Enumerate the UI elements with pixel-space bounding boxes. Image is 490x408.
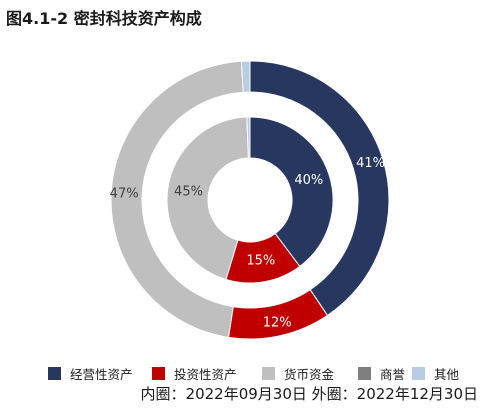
slice-outer-1	[227, 288, 329, 340]
slice-label-inner-0: 40%	[294, 173, 323, 188]
legend-swatch	[358, 366, 371, 380]
slice-label-inner-1: 15%	[246, 254, 275, 269]
legend-label: 经营性资产	[70, 366, 133, 382]
slice-inner-4	[246, 116, 251, 159]
slice-label-outer-2: 47%	[110, 187, 139, 202]
legend-label: 其他	[434, 366, 460, 382]
slice-outer-2	[110, 60, 244, 338]
footnote: 内圈：2022年09月30日 外圈：2022年12月30日	[140, 385, 478, 403]
legend-item-2: 货币资金	[262, 364, 334, 382]
legend-item-3: 商誉	[358, 364, 405, 382]
legend-swatch	[152, 366, 165, 380]
slice-label-outer-0: 41%	[356, 156, 385, 171]
legend-item-0: 经营性资产	[48, 364, 133, 382]
slice-outer-4	[240, 60, 251, 93]
slice-outer-0	[249, 60, 390, 317]
legend-swatch	[412, 366, 425, 380]
legend-label: 投资性资产	[174, 366, 237, 382]
legend-swatch	[262, 366, 275, 380]
slice-label-outer-1: 12%	[263, 316, 292, 331]
chart-title: 图4.1-2 密封科技资产构成	[6, 9, 202, 28]
slice-inner-2	[166, 116, 249, 281]
legend-item-1: 投资性资产	[152, 364, 237, 382]
donut-chart: 40% 15% 45% 41% 12% 47%	[110, 60, 390, 340]
legend: 经营性资产 投资性资产 货币资金 商誉 其他	[0, 364, 490, 382]
legend-label: 商誉	[380, 366, 406, 382]
legend-item-4: 其他	[412, 364, 459, 382]
legend-label: 货币资金	[284, 366, 335, 382]
slice-inner-0	[249, 116, 334, 268]
legend-swatch	[48, 366, 61, 380]
slice-label-inner-2: 45%	[174, 185, 203, 200]
